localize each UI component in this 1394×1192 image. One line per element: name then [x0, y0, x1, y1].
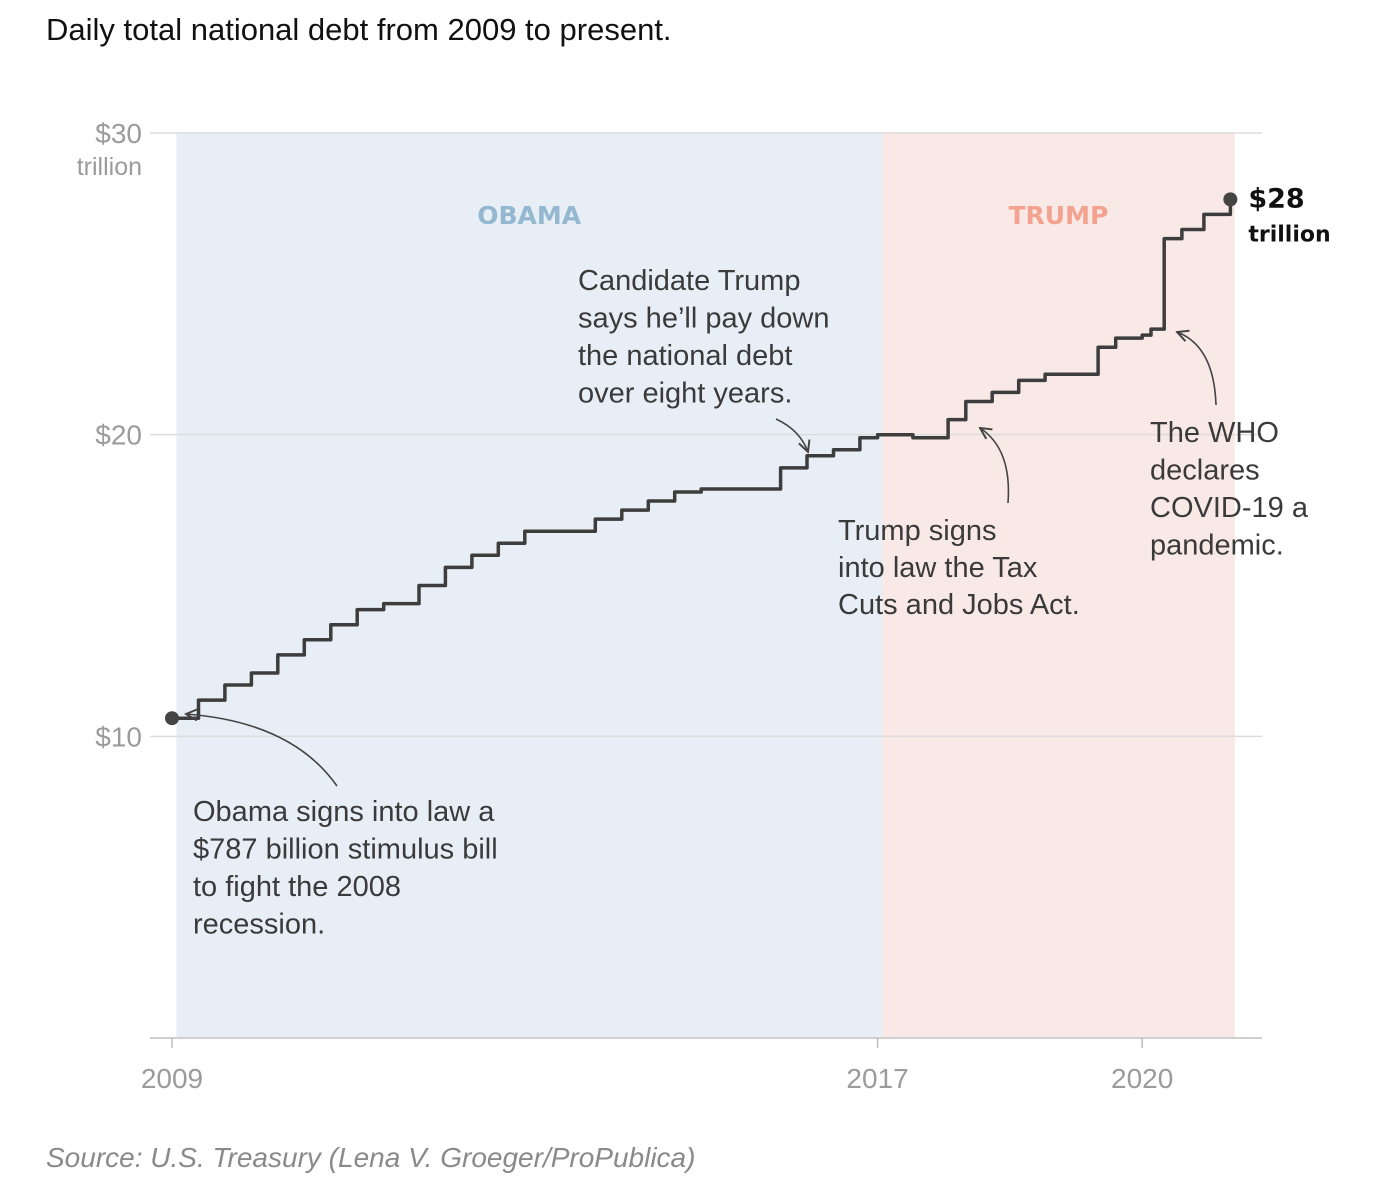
annotation-text: The WHO declares COVID-19 a pandemic.	[1150, 417, 1309, 562]
y-tick-label: $10	[95, 721, 142, 752]
annotation-text: Candidate Trump says he’ll pay down the na…	[578, 265, 829, 410]
annotation-text: Obama signs into law a $787 billion stimu…	[193, 796, 498, 941]
annotation-arrow	[186, 714, 338, 787]
x-tick-label: 2009	[141, 1063, 203, 1094]
y-tick-unit: trillion	[77, 153, 142, 181]
annotation-line: The WHO	[1150, 417, 1279, 449]
annotation-line: Obama signs into law a	[193, 796, 495, 828]
annotation-line: into law the Tax	[838, 552, 1038, 584]
annotation-arrow	[775, 418, 808, 452]
annotation-line: declares	[1150, 455, 1260, 487]
annotation-text: Trump signs into law the Tax Cuts and Jobs…	[838, 515, 1080, 621]
presidency-regions: OBAMA TRUMP	[176, 133, 1235, 1038]
annotation-line: Trump signs	[838, 515, 996, 547]
annotation-line: Cuts and Jobs Act.	[838, 589, 1080, 621]
annotation-line: to fight the 2008	[193, 871, 401, 903]
region-trump	[881, 133, 1235, 1038]
end-point	[1223, 192, 1238, 207]
annotation-arrow	[980, 428, 1010, 504]
region-label-obama: OBAMA	[477, 201, 582, 230]
start-point	[165, 711, 179, 726]
debt-series-line	[172, 199, 1233, 720]
y-tick-label: $20	[95, 420, 142, 451]
end-value-unit: trillion	[1248, 222, 1330, 247]
series-layer	[165, 192, 1238, 726]
x-tick-label: 2020	[1111, 1063, 1173, 1094]
annotation-line: pandemic.	[1150, 530, 1284, 562]
region-obama	[176, 133, 882, 1038]
x-tick-label: 2017	[846, 1063, 908, 1094]
annotation-line: over eight years.	[578, 378, 792, 410]
annotation-line: COVID-19 a	[1150, 492, 1309, 524]
y-tick-label: $30	[95, 118, 142, 149]
annotation-line: says he’ll pay down	[578, 303, 829, 335]
annotation-arrow	[1177, 332, 1217, 406]
annotation-line: the national debt	[578, 340, 792, 372]
annotation-line: recession.	[193, 909, 325, 941]
region-label-trump: TRUMP	[1008, 201, 1108, 230]
chart-title: Daily total national debt from 2009 to p…	[46, 12, 672, 47]
annotation-line: Candidate Trump	[578, 265, 800, 297]
source-note: Source: U.S. Treasury (Lena V. Groeger/P…	[46, 1142, 696, 1173]
gridlines	[150, 132, 1262, 738]
annotation-line: $787 billion stimulus bill	[193, 834, 498, 866]
axes: $30 trillion $20 $10 2009 2017 2020	[77, 118, 1262, 1094]
annotations: $28 trillion Obama signs into law a $787 bi…	[186, 183, 1331, 941]
end-value-label: $28	[1248, 183, 1304, 214]
